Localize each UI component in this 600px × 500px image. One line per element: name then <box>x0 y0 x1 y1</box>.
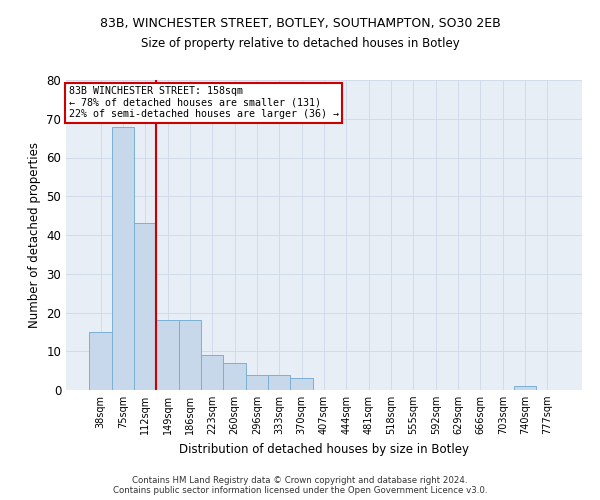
Y-axis label: Number of detached properties: Number of detached properties <box>28 142 41 328</box>
Bar <box>268 374 290 390</box>
Bar <box>246 374 268 390</box>
Bar <box>514 386 536 390</box>
Bar <box>290 378 313 390</box>
Bar <box>223 363 246 390</box>
Text: 83B, WINCHESTER STREET, BOTLEY, SOUTHAMPTON, SO30 2EB: 83B, WINCHESTER STREET, BOTLEY, SOUTHAMP… <box>100 18 500 30</box>
Bar <box>201 355 223 390</box>
Bar <box>157 320 179 390</box>
Bar <box>179 320 201 390</box>
Bar <box>134 224 157 390</box>
Bar <box>112 126 134 390</box>
Text: 83B WINCHESTER STREET: 158sqm
← 78% of detached houses are smaller (131)
22% of : 83B WINCHESTER STREET: 158sqm ← 78% of d… <box>68 86 338 120</box>
Bar <box>89 332 112 390</box>
Text: Contains HM Land Registry data © Crown copyright and database right 2024.
Contai: Contains HM Land Registry data © Crown c… <box>113 476 487 495</box>
Text: Size of property relative to detached houses in Botley: Size of property relative to detached ho… <box>140 38 460 51</box>
X-axis label: Distribution of detached houses by size in Botley: Distribution of detached houses by size … <box>179 442 469 456</box>
